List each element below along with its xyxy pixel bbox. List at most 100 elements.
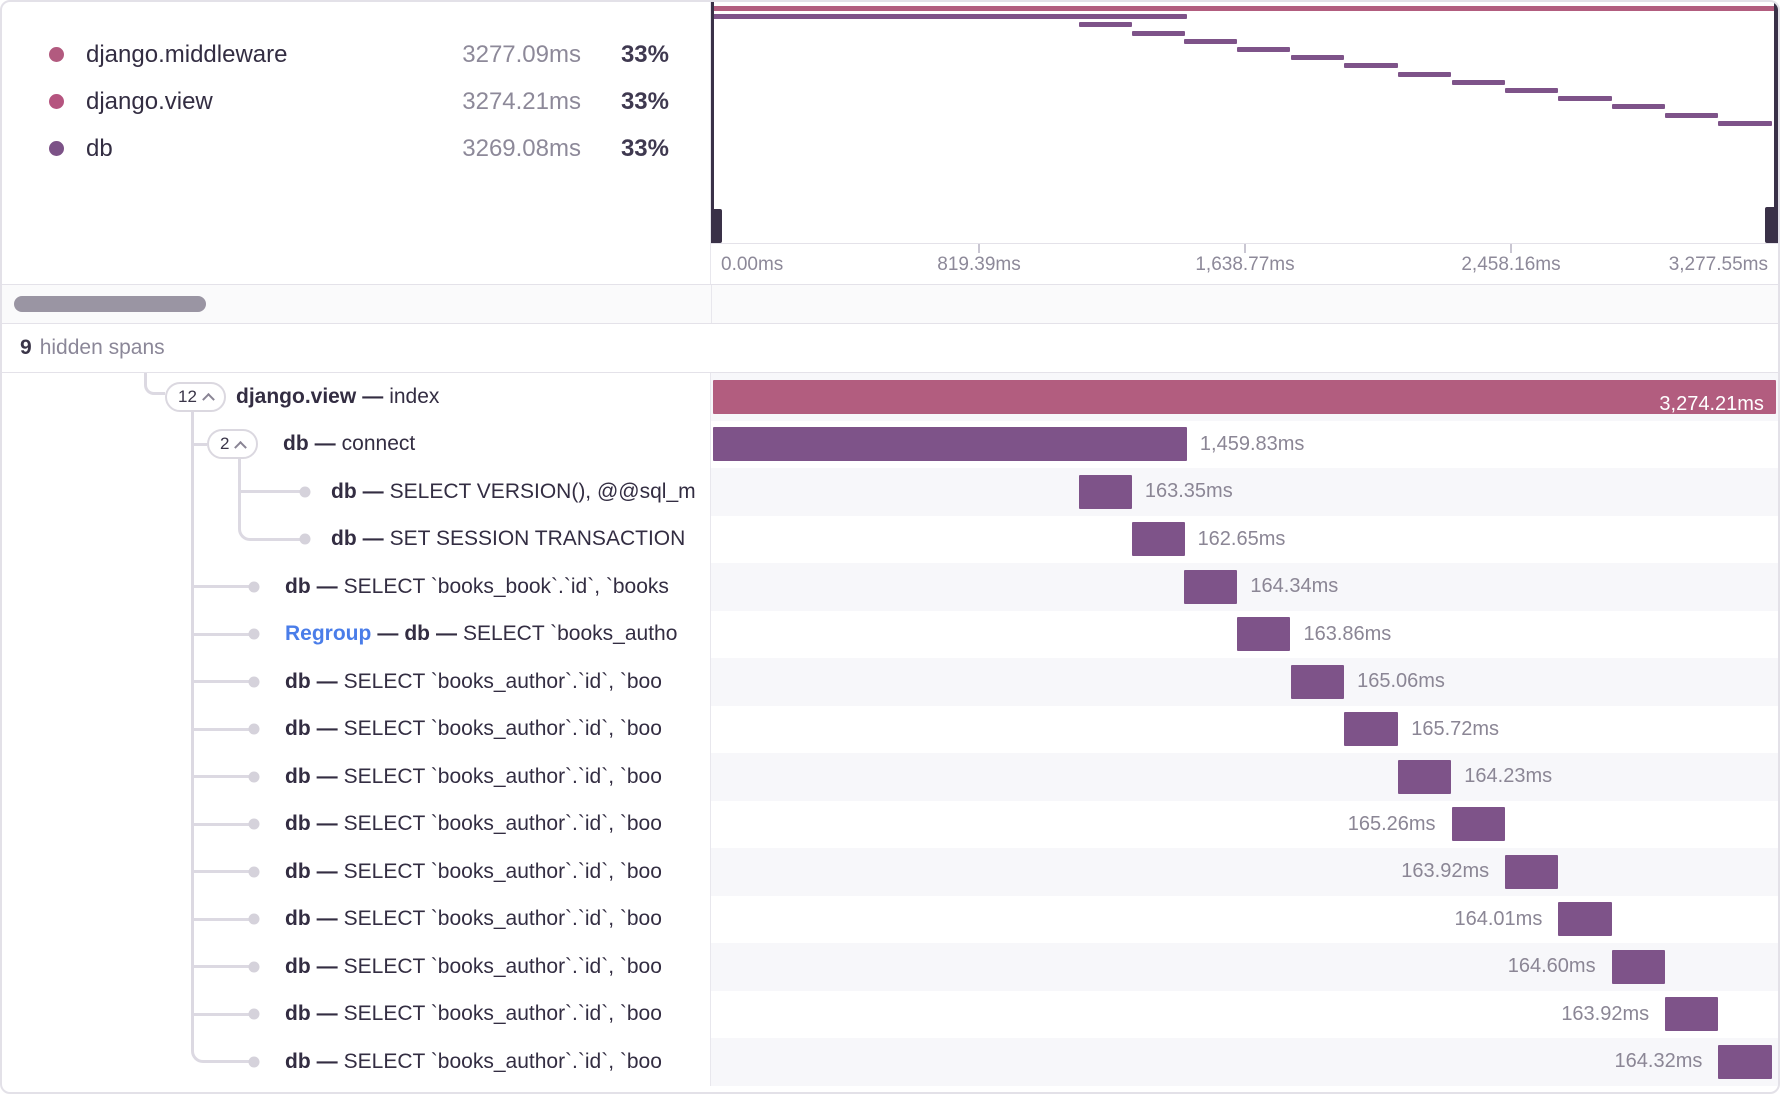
tree-row[interactable]: 12 django.view — index: [2, 373, 710, 421]
span-detail: SET SESSION TRANSACTION: [389, 527, 686, 551]
span-bar[interactable]: [1451, 807, 1506, 842]
span-duration-label: 163.35ms: [1144, 480, 1233, 502]
trace-minimap[interactable]: 0.00ms 819.39ms 1,638.77ms 2,458.16ms 3,277.…: [711, 2, 1778, 284]
span-bar[interactable]: [1131, 522, 1185, 557]
span-bar[interactable]: [1397, 759, 1452, 794]
tree-row[interactable]: db — SELECT `books_author`.`id`, `boo: [2, 991, 710, 1039]
tree-row[interactable]: 2 db — connect: [2, 421, 710, 469]
tree-row[interactable]: db — SELECT `books_author`.`id`, `boo: [2, 896, 710, 944]
tree-row[interactable]: db — SELECT `books_author`.`id`, `boo: [2, 706, 710, 754]
legend-item[interactable]: django.view 3274.21ms 33%: [2, 78, 710, 125]
waterfall-row[interactable]: 162.65ms: [711, 516, 1778, 564]
waterfall-row[interactable]: 163.35ms: [711, 468, 1778, 516]
span-duration-label: 165.26ms: [1347, 812, 1436, 835]
label-separator: —: [316, 669, 338, 693]
tree-row[interactable]: db — SELECT `books_author`.`id`, `boo: [2, 753, 710, 801]
tree-row[interactable]: db — SELECT `books_author`.`id`, `boo: [2, 658, 710, 706]
span-duration-label: 164.34ms: [1250, 575, 1339, 597]
label-separator: —: [316, 954, 338, 978]
waterfall-row[interactable]: 164.32ms: [711, 1038, 1778, 1086]
scrollbar-thumb[interactable]: [14, 296, 206, 312]
span-bar[interactable]: [1505, 854, 1559, 889]
span-bar[interactable]: [713, 427, 1187, 462]
tree-row[interactable]: db — SELECT VERSION(), @@sql_m: [2, 468, 710, 516]
legend-duration: 3277.09ms: [462, 40, 581, 68]
minimap-left-handle[interactable]: [711, 2, 714, 243]
tree-row[interactable]: db — SELECT `books_author`.`id`, `boo: [2, 801, 710, 849]
span-duration-label: 163.92ms: [1561, 1002, 1650, 1025]
span-duration-label: 165.06ms: [1357, 670, 1445, 692]
axis-tick-label: 1,638.77ms: [1195, 254, 1295, 275]
minimap-span-bar: [1397, 71, 1452, 77]
waterfall-row[interactable]: 163.86ms: [711, 611, 1778, 659]
tree-connector: [191, 965, 254, 969]
span-bar[interactable]: [1718, 1044, 1772, 1079]
span-label: db — SELECT `books_author`.`id`, `boo: [285, 765, 662, 789]
waterfall-row[interactable]: 165.26ms: [711, 801, 1778, 849]
span-duration-label: 164.01ms: [1454, 907, 1543, 930]
span-dot-icon: [299, 486, 311, 498]
axis-tick-label: 3,277.55ms: [1668, 254, 1768, 275]
span-duration-label: 1,459.83ms: [1199, 432, 1305, 455]
span-detail: SELECT `books_autho: [462, 622, 678, 646]
span-op: db: [285, 669, 311, 693]
waterfall-row[interactable]: 1,459.83ms: [711, 421, 1778, 469]
waterfall-row[interactable]: 3,274.21ms: [711, 373, 1778, 421]
legend-dot-icon: [49, 47, 64, 62]
waterfall-row[interactable]: 164.23ms: [711, 753, 1778, 801]
waterfall-row[interactable]: 165.06ms: [711, 658, 1778, 706]
waterfall-row[interactable]: 164.60ms: [711, 943, 1778, 991]
minimap-left-handle-grip[interactable]: [711, 209, 722, 243]
regroup-link[interactable]: Regroup: [285, 622, 372, 646]
span-op: db: [285, 954, 311, 978]
minimap-span-bar: [1290, 55, 1345, 61]
span-bar[interactable]: 3,274.21ms: [713, 379, 1776, 415]
minimap-right-handle-grip[interactable]: [1765, 207, 1778, 243]
label-separator: —: [377, 622, 399, 646]
span-label: db — SELECT `books_author`.`id`, `boo: [285, 1050, 662, 1074]
span-bar[interactable]: [1558, 902, 1612, 937]
span-label: db — SELECT `books_author`.`id`, `boo: [285, 955, 662, 979]
waterfall-row[interactable]: 164.01ms: [711, 896, 1778, 944]
legend-name: django.middleware: [86, 40, 288, 68]
waterfall-row[interactable]: 163.92ms: [711, 991, 1778, 1039]
tree-row[interactable]: db — SELECT `books_author`.`id`, `boo: [2, 943, 710, 991]
span-op: db: [285, 717, 311, 741]
tree-row[interactable]: db — SELECT `books_author`.`id`, `boo: [2, 1038, 710, 1086]
horizontal-scrollbar[interactable]: [2, 285, 1778, 324]
tree-row[interactable]: db — SELECT `books_author`.`id`, `boo: [2, 848, 710, 896]
waterfall-row[interactable]: 163.92ms: [711, 848, 1778, 896]
span-dot-icon: [248, 866, 260, 878]
collapse-pill[interactable]: 2: [207, 429, 259, 460]
tree-connector: [191, 680, 254, 684]
chevron-up-icon: [234, 440, 248, 454]
collapse-pill[interactable]: 12: [165, 381, 226, 412]
tree-connector: [191, 442, 207, 446]
span-bar[interactable]: [1344, 712, 1399, 747]
span-op: db: [285, 859, 311, 883]
tree-row[interactable]: db — SELECT `books_book`.`id`, `books: [2, 563, 710, 611]
tree-connector: [191, 727, 254, 731]
span-bar[interactable]: [1184, 569, 1238, 604]
hidden-spans-row[interactable]: 9 hidden spans: [2, 324, 1778, 373]
tree-connector: [238, 490, 305, 494]
minimap-span-bar: [1505, 88, 1559, 93]
span-bar[interactable]: [1078, 474, 1132, 509]
minimap-right-handle[interactable]: [1774, 2, 1778, 243]
span-duration-label: 164.32ms: [1614, 1050, 1703, 1072]
span-dot-icon: [299, 533, 311, 545]
waterfall-row[interactable]: 165.72ms: [711, 706, 1778, 754]
waterfall-row[interactable]: 164.34ms: [711, 563, 1778, 611]
span-bar[interactable]: [1611, 949, 1665, 984]
legend-item[interactable]: db 3269.08ms 33%: [2, 125, 710, 172]
span-label: db — SELECT `books_author`.`id`, `boo: [285, 1002, 662, 1026]
collapse-pill-count: 2: [220, 434, 230, 454]
span-bar[interactable]: [1290, 664, 1345, 699]
span-label: django.view — index: [236, 385, 439, 409]
span-bar[interactable]: [1665, 997, 1719, 1032]
tree-row[interactable]: db — SET SESSION TRANSACTION: [2, 516, 710, 564]
legend-item[interactable]: django.middleware 3277.09ms 33%: [2, 31, 710, 78]
tree-row[interactable]: Regroup — db — SELECT `books_autho: [2, 611, 710, 659]
span-bar[interactable]: [1237, 617, 1291, 652]
